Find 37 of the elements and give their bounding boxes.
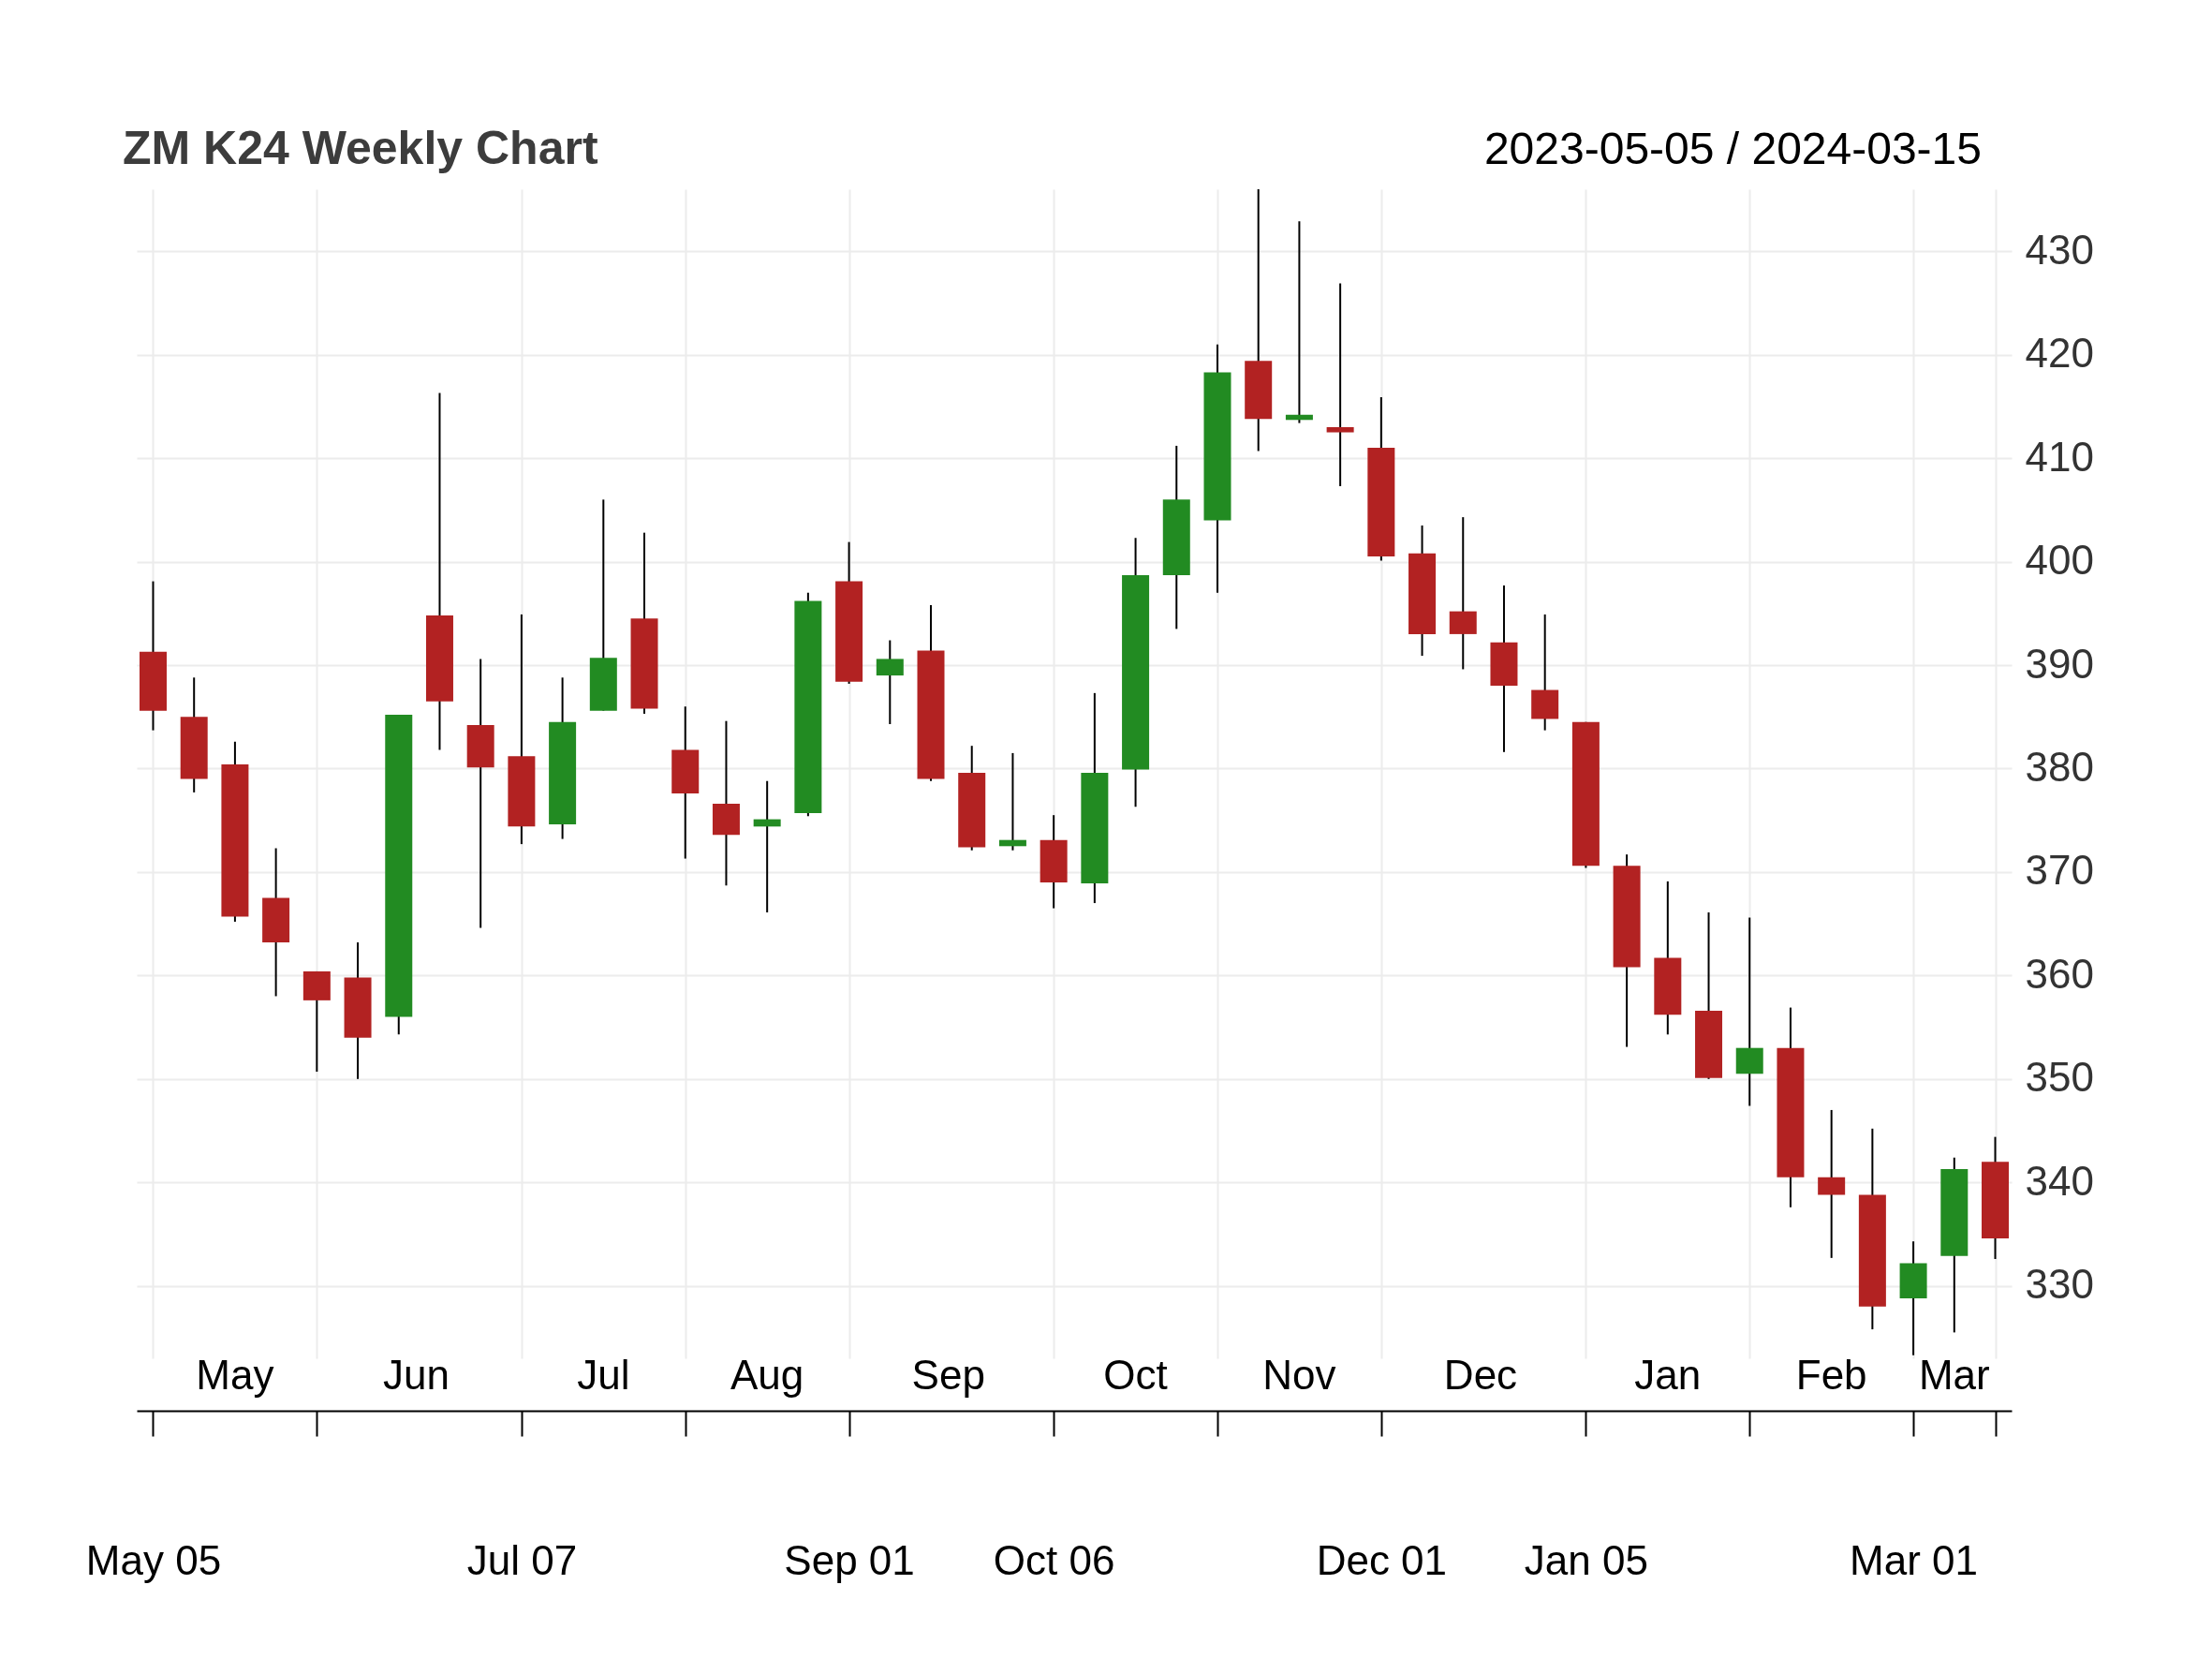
x2-tick-label: Jun (383, 1352, 450, 1398)
y-tick-label: 330 (2025, 1261, 2094, 1308)
chart-title: ZM K24 Weekly Chart (123, 122, 598, 174)
candlestick (1818, 1108, 1846, 1259)
x2-tick-label: Sep (911, 1352, 985, 1398)
x-tick-label: Sep 01 (784, 1536, 915, 1583)
y-tick-label: 410 (2025, 433, 2094, 480)
candlestick (753, 779, 781, 913)
x2-tick-label: Nov (1262, 1352, 1336, 1398)
x2-tick-label: Mar (1918, 1352, 1990, 1398)
x-tick-label: Oct 06 (993, 1536, 1115, 1583)
y-tick-label: 370 (2025, 847, 2094, 894)
y-tick-label: 390 (2025, 640, 2094, 687)
x2-tick-label: May (196, 1352, 274, 1398)
y-tick-label: 400 (2025, 537, 2094, 584)
y-tick-label: 350 (2025, 1054, 2094, 1101)
y-tick-label: 430 (2025, 226, 2094, 273)
x-tick-label: May 05 (85, 1536, 222, 1583)
x-tick-label: Mar 01 (1850, 1536, 1979, 1583)
y-tick-label: 360 (2025, 950, 2094, 997)
candlestick (1285, 220, 1313, 424)
x2-tick-label: Feb (1795, 1352, 1867, 1398)
candlestick (998, 751, 1026, 852)
x2-tick-label: Jul (577, 1352, 630, 1398)
y-tick-label: 420 (2025, 330, 2094, 377)
x-tick-label: Jan 05 (1524, 1536, 1648, 1583)
x2-tick-label: Aug (730, 1352, 804, 1398)
x2-tick-label: Oct (1103, 1352, 1168, 1398)
y-tick-label: 380 (2025, 743, 2094, 790)
x2-tick-label: Jan (1634, 1352, 1702, 1398)
candlestick (1735, 916, 1763, 1107)
x2-tick-label: Dec (1443, 1352, 1518, 1398)
candlestick (1326, 282, 1354, 487)
chart-subtitle: 2023-05-05 / 2024-03-15 (1483, 124, 1982, 173)
x-tick-label: Jul 07 (466, 1536, 578, 1583)
x-tick-label: Dec 01 (1316, 1536, 1448, 1583)
y-tick-label: 340 (2025, 1157, 2094, 1204)
